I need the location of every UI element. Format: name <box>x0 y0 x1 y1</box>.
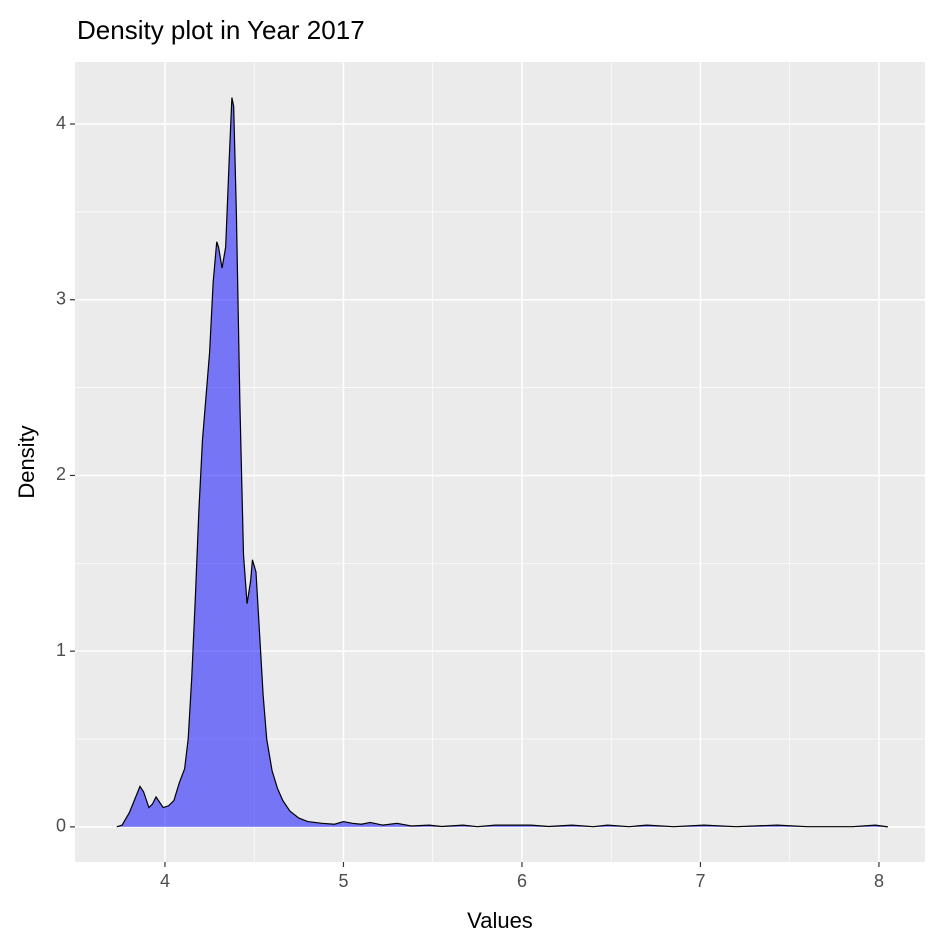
x-tick-label: 7 <box>695 871 705 891</box>
y-axis-label: Density <box>14 425 39 498</box>
x-tick-label: 4 <box>160 871 170 891</box>
chart-title: Density plot in Year 2017 <box>77 15 365 45</box>
y-tick-label: 1 <box>56 640 66 660</box>
y-tick-label: 3 <box>56 288 66 308</box>
density-line <box>116 97 888 828</box>
x-tick-label: 8 <box>874 871 884 891</box>
y-tick-label: 2 <box>56 464 66 484</box>
y-tick-label: 0 <box>56 816 66 836</box>
y-tick-label: 4 <box>56 113 66 133</box>
density-area <box>116 97 888 827</box>
x-tick-label: 6 <box>517 871 527 891</box>
x-axis-label: Values <box>467 908 533 933</box>
x-tick-label: 5 <box>338 871 348 891</box>
